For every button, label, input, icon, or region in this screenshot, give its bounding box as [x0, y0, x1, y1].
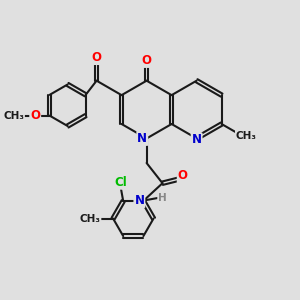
- Text: N: N: [134, 194, 144, 207]
- Text: O: O: [142, 54, 152, 67]
- Text: N: N: [137, 132, 147, 145]
- Text: O: O: [178, 169, 188, 182]
- Text: CH₃: CH₃: [80, 214, 100, 224]
- Text: Cl: Cl: [114, 176, 127, 189]
- Text: O: O: [92, 51, 102, 64]
- Text: CH₃: CH₃: [236, 130, 257, 141]
- Text: H: H: [158, 193, 167, 202]
- Text: N: N: [192, 134, 202, 146]
- Text: O: O: [30, 109, 40, 122]
- Text: CH₃: CH₃: [3, 111, 24, 121]
